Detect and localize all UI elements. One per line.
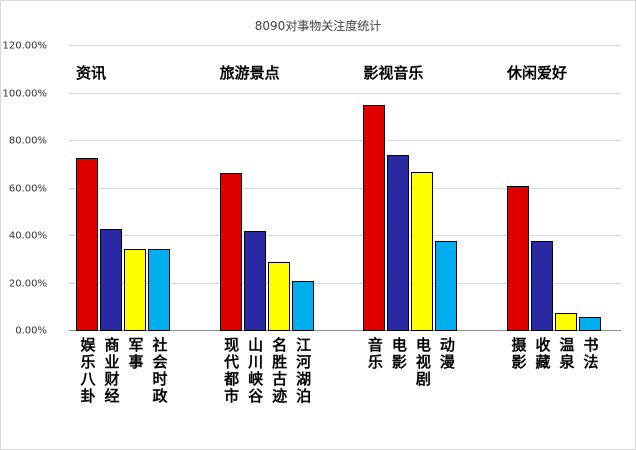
- gridline: [69, 235, 621, 236]
- x-tick-slot: 社会时政: [148, 337, 170, 405]
- x-tick-slot: 名胜古迹: [268, 337, 290, 405]
- bar: [387, 155, 410, 331]
- y-tick-label: 60.00%: [8, 183, 47, 194]
- y-tick-label: 40.00%: [8, 230, 47, 242]
- x-tick-label: 名胜古迹: [270, 337, 289, 405]
- x-tick-slot: 军事: [124, 337, 146, 405]
- x-tick-slot: 摄影: [507, 337, 529, 405]
- bar: [76, 157, 98, 331]
- y-tick-label: 20.00%: [8, 278, 47, 289]
- bar: [411, 171, 434, 331]
- x-tick-slot: 书法: [579, 337, 601, 405]
- x-tick-label: 山川峡谷: [246, 337, 265, 405]
- x-tick-slot: 电影: [387, 337, 409, 405]
- bar-group: 影视音乐: [363, 46, 458, 331]
- gridline: [69, 92, 621, 94]
- x-tick-slot: 收藏: [531, 337, 553, 405]
- y-tick-label: 100.00%: [2, 88, 48, 99]
- x-tick-slot: 动漫: [435, 337, 457, 405]
- x-tick-label: 摄影: [509, 337, 528, 371]
- x-label-group: 娱乐八卦 商业财经 军事 社会时政: [76, 337, 170, 405]
- x-axis-labels: 娱乐八卦 商业财经 军事 社会时政 现代都市 山川峡谷 名胜古迹 江河湖泊 音乐 电影 电视剧 动漫摄…: [69, 337, 621, 405]
- group-label: 休闲爱好: [506, 64, 567, 82]
- x-tick-label: 收藏: [533, 337, 552, 371]
- x-tick-label: 温泉: [557, 337, 576, 371]
- bar: [578, 316, 601, 331]
- bar: [124, 249, 146, 331]
- x-tick-slot: 温泉: [555, 337, 577, 405]
- y-tick-label: 0.00%: [15, 325, 47, 337]
- gridline: [69, 140, 621, 141]
- x-tick-label: 动漫: [437, 337, 456, 371]
- x-tick-slot: 现代都市: [220, 337, 242, 405]
- x-label-group: 现代都市 山川峡谷 名胜古迹 江河湖泊: [220, 337, 314, 405]
- x-tick-slot: 电视剧: [411, 337, 433, 405]
- x-label-group: 音乐 电影 电视剧 动漫: [363, 337, 457, 405]
- bar: [267, 262, 290, 331]
- gridline: [69, 187, 621, 189]
- bar: [506, 186, 529, 331]
- bar-group: 资讯: [76, 46, 170, 331]
- x-tick-label: 军事: [126, 337, 145, 371]
- x-tick-label: 电影: [389, 337, 408, 371]
- plot-area: 资讯 旅游景点 影视音乐 休闲爱好: [69, 45, 621, 331]
- y-tick-label: 80.00%: [8, 135, 47, 147]
- y-tick-label: 120.00%: [2, 40, 48, 52]
- bar-group: 休闲爱好: [506, 46, 601, 331]
- bar: [291, 281, 314, 331]
- bar-groups: 资讯 旅游景点 影视音乐 休闲爱好: [69, 46, 621, 331]
- x-tick-label: 社会时政: [150, 337, 169, 405]
- gridline: [69, 330, 621, 331]
- gridline: [69, 45, 621, 46]
- bar: [435, 240, 458, 331]
- x-tick-label: 书法: [581, 337, 600, 371]
- group-label: 影视音乐: [363, 64, 424, 82]
- bar: [363, 105, 386, 331]
- x-tick-label: 商业财经: [102, 337, 121, 405]
- x-tick-slot: 音乐: [363, 337, 385, 405]
- gridline: [69, 282, 621, 284]
- x-label-group: 摄影 收藏 温泉 书法: [507, 337, 601, 405]
- group-label: 旅游景点: [219, 64, 280, 82]
- bar: [554, 313, 577, 331]
- bar: [100, 228, 122, 331]
- x-tick-label: 电视剧: [413, 337, 432, 388]
- chart-title: 8090对事物关注度统计: [254, 19, 382, 33]
- x-tick-slot: 江河湖泊: [292, 337, 314, 405]
- x-tick-label: 江河湖泊: [294, 337, 313, 405]
- x-tick-slot: 娱乐八卦: [76, 337, 98, 405]
- bar-group: 旅游景点: [219, 46, 314, 331]
- group-label: 资讯: [76, 64, 107, 82]
- bar: [530, 240, 553, 331]
- bar: [219, 173, 242, 331]
- y-axis: 0.00% 20.00% 40.00% 60.00% 80.00% 100.00% 120.…: [1, 41, 51, 337]
- bar: [148, 249, 170, 331]
- x-tick-label: 娱乐八卦: [78, 337, 97, 405]
- x-tick-label: 音乐: [365, 337, 384, 371]
- x-tick-slot: 山川峡谷: [244, 337, 266, 405]
- x-tick-slot: 商业财经: [100, 337, 122, 405]
- bar: [243, 231, 266, 331]
- x-tick-label: 现代都市: [222, 337, 241, 405]
